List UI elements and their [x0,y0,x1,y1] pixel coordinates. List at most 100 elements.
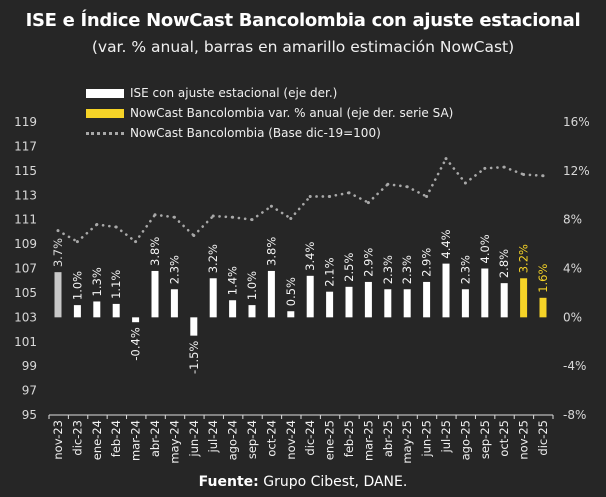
x-axis-tick-label: may-25 [400,420,414,464]
index-point [541,174,545,178]
index-point [153,213,157,217]
left-axis-tick-label: 105 [14,286,37,300]
index-line-segment [231,215,254,221]
index-line-segment [134,213,157,243]
source-text: Grupo Cibest, DANE. [258,474,408,490]
index-line-segment [95,223,118,229]
index-point [134,240,138,244]
data-label: 4.0% [478,234,492,263]
left-axis-tick-label: 99 [22,359,37,373]
x-axis-tick-label: oct-25 [497,420,511,457]
legend-item-nowcast-index: NowCast Bancolombia (Base dic-19=100) [86,123,453,143]
bar [190,317,198,336]
x-axis-tick-label: jul-25 [439,420,453,453]
data-label: 2.3% [381,255,395,284]
x-axis-tick-label: mar-25 [361,420,375,461]
bar [403,289,411,318]
index-line-segment [56,229,79,243]
legend-label: NowCast Bancolombia (Base dic-19=100) [130,126,381,140]
bar [267,270,275,318]
right-axis-tick-label: 8% [563,213,582,227]
bar [287,311,295,318]
right-axis-tick-label: 4% [563,262,582,276]
index-point [444,157,448,161]
bar [209,278,217,318]
legend: ISE con ajuste estacional (eje der.) Now… [86,83,453,143]
bar [151,270,159,318]
left-axis-tick-label: 97 [22,384,37,398]
data-label: 3.8% [148,237,162,266]
left-axis-tick-label: 115 [14,164,37,178]
index-point [347,191,351,195]
left-axis-tick-label: 109 [14,237,37,251]
legend-label: NowCast Bancolombia var. % anual (eje de… [130,106,454,120]
data-label: 2.3% [458,255,472,284]
index-point [386,182,390,186]
bar [345,286,353,318]
data-label: 0.5% [284,277,298,306]
index-point [56,229,60,233]
bar [461,289,469,318]
index-point [231,215,235,219]
bar [442,263,450,318]
index-line-segment [192,214,215,237]
x-axis-tick-label: abr-24 [148,420,162,457]
index-point [502,165,506,169]
bar [170,289,178,318]
bar [132,317,140,323]
index-line-segment [502,165,525,176]
index-line-segment [425,157,448,198]
bar [54,272,62,318]
left-axis-tick-label: 119 [14,115,37,129]
data-label: 2.1% [323,257,337,286]
x-axis-tick-label: ene-24 [90,420,104,460]
x-axis-tick-label: oct-24 [264,420,278,457]
data-label: 1.3% [90,267,104,296]
x-axis-tick-label: sep-24 [245,420,259,459]
x-axis-tick-label: jun-25 [420,420,434,458]
x-axis-tick-label: ago-25 [458,420,472,460]
index-point [269,204,273,208]
bar [423,281,431,318]
bar [229,300,237,318]
source-label: Fuente: [198,474,259,490]
data-label: 1.6% [536,264,550,293]
index-line-segment [464,167,487,185]
legend-label: ISE con ajuste estacional (eje der.) [130,86,338,100]
index-point [289,216,293,220]
left-axis-tick-label: 111 [14,213,37,227]
legend-swatch-white [86,88,124,98]
data-label: 4.4% [439,229,453,258]
index-line-segment [405,185,428,198]
data-label: 2.9% [361,248,375,277]
index-line-segment [328,191,351,198]
index-point [328,194,332,198]
data-label: 1.1% [109,270,123,299]
index-point [463,181,467,185]
x-axis-tick-label: sep-25 [478,420,492,459]
right-axis-tick-label: 16% [563,115,590,129]
bar [364,281,372,318]
index-point [366,201,370,205]
index-line-segment [270,204,293,220]
data-label: 3.7% [51,238,65,267]
right-axis-tick-label: 0% [563,310,582,324]
left-axis-tick-label: 101 [14,335,37,349]
right-axis-tick-label: 12% [563,164,590,178]
source-note: Fuente: Grupo Cibest, DANE. [0,474,606,490]
data-label: 1.0% [245,271,259,300]
x-axis-tick-label: feb-25 [342,420,356,457]
x-axis-tick-label: jun-24 [187,420,201,458]
bar [481,268,489,318]
index-point [405,185,409,189]
bar [520,278,528,318]
index-point [114,225,118,229]
left-axis-tick-label: 95 [22,408,37,422]
left-axis-tick-label: 113 [14,188,37,202]
index-point [75,240,79,244]
x-axis-tick-label: nov-25 [517,420,531,460]
data-label: 3.4% [303,242,317,271]
index-line-segment [386,182,409,189]
index-point [172,215,176,219]
